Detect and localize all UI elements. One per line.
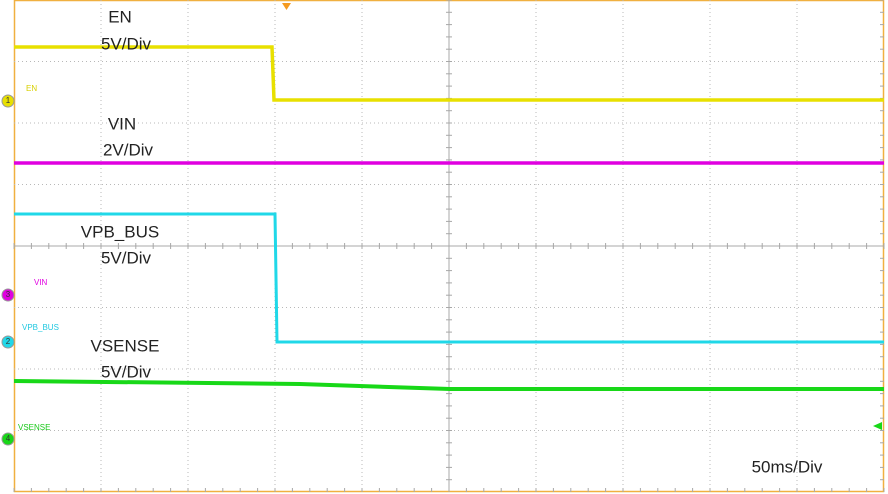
vsense-trace bbox=[13, 379, 884, 391]
trigger-marker bbox=[282, 3, 291, 10]
channel-number: 4 bbox=[6, 434, 11, 443]
timebase: 50ms/Div bbox=[752, 457, 823, 476]
trace-label: VPB_BUS bbox=[81, 222, 159, 241]
trace-scale: 5V/Div bbox=[101, 34, 152, 53]
trace-label: VSENSE bbox=[91, 336, 160, 355]
channel-number: 1 bbox=[6, 96, 11, 105]
trace-label: VIN bbox=[108, 114, 136, 133]
trace-scale: 2V/Div bbox=[103, 140, 154, 159]
channel-badge bbox=[1, 94, 15, 108]
channel-badge bbox=[1, 335, 15, 349]
grid bbox=[13, 0, 885, 492]
channel-tag: EN bbox=[26, 84, 37, 93]
channel-badge bbox=[1, 288, 15, 302]
channel-tag: VSENSE bbox=[18, 423, 50, 432]
channel-tag: VPB_BUS bbox=[22, 323, 59, 332]
channel-markers: 1 EN 3 VIN 2 VPB_BUS 4 VSENSE bbox=[1, 84, 59, 446]
channel-tag: VIN bbox=[34, 278, 48, 287]
channel-badge bbox=[1, 432, 15, 446]
trigger-level-marker bbox=[873, 422, 882, 430]
trace-scale: 5V/Div bbox=[101, 248, 152, 267]
en-trace bbox=[14, 45, 884, 102]
trace-label: EN bbox=[108, 7, 132, 26]
channel-number: 3 bbox=[6, 290, 11, 299]
channel-number: 2 bbox=[6, 337, 11, 346]
vpb-bus-trace bbox=[14, 212, 884, 344]
trace-scale: 5V/Div bbox=[101, 362, 152, 381]
